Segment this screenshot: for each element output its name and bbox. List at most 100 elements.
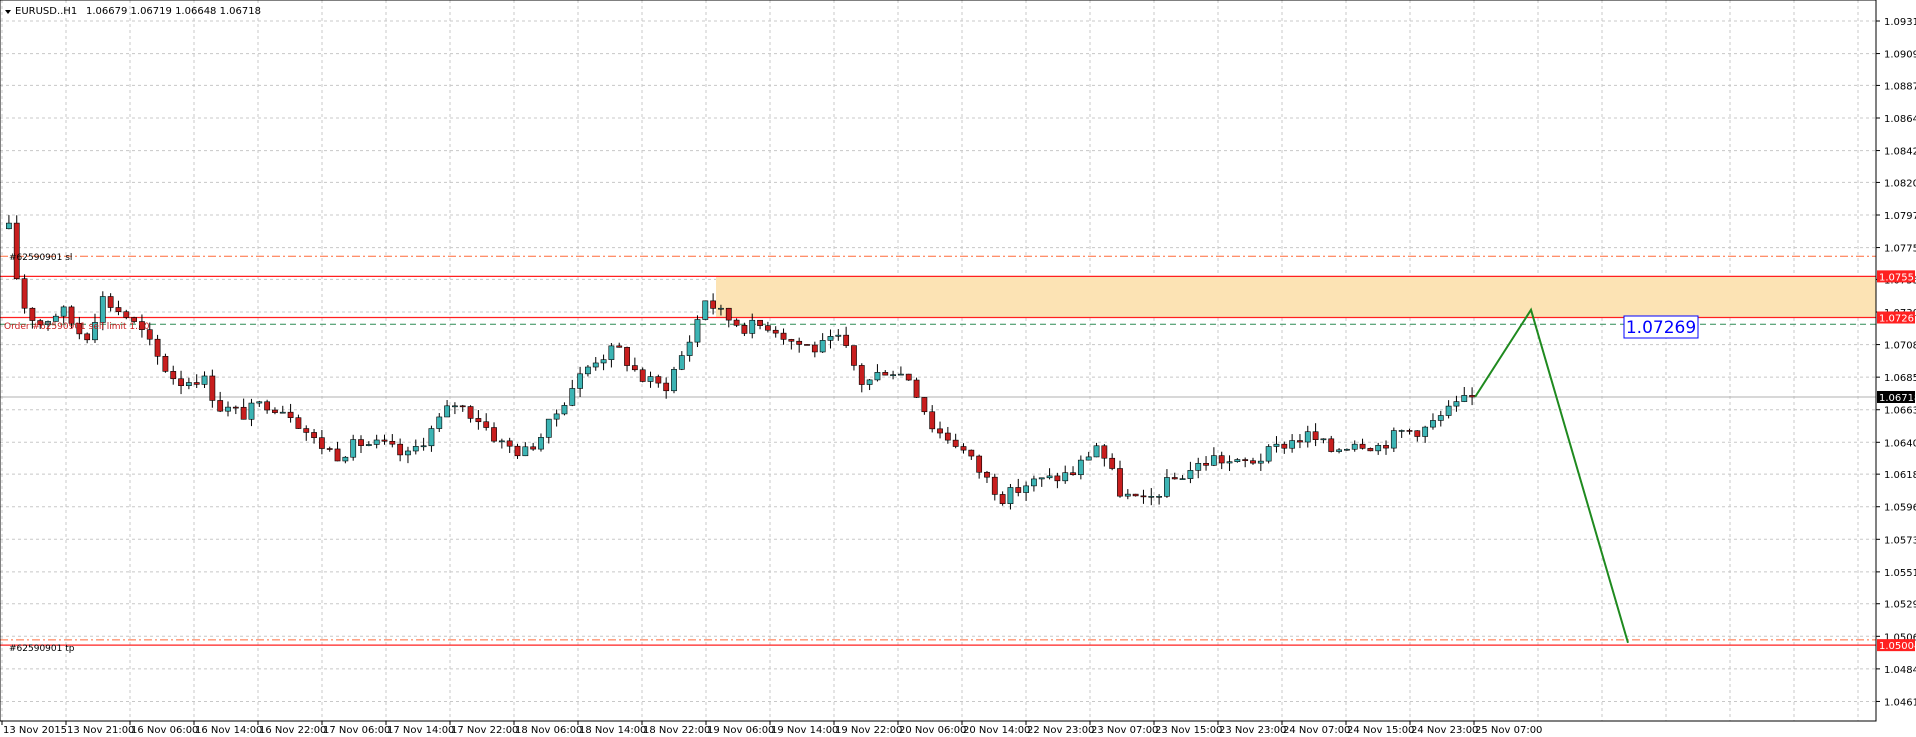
candle-body [577, 373, 583, 389]
candle-body [835, 334, 842, 337]
candle-body [1304, 431, 1311, 443]
candle-body [68, 306, 75, 324]
y-tick-label: 1.08870 [1884, 81, 1916, 92]
candle-body [631, 365, 638, 371]
candle-body [45, 321, 51, 325]
candle-body [913, 379, 920, 398]
candle-body [585, 366, 591, 375]
candle-body [827, 336, 834, 341]
candle-body [811, 344, 818, 353]
candle-body [663, 382, 670, 392]
level-lines [0, 255, 1876, 646]
candle-body [397, 443, 404, 456]
candle-body [201, 375, 208, 385]
candle-body [185, 382, 192, 386]
candle-body [232, 406, 239, 409]
x-tick-label: 18 Nov 14:00 [579, 725, 646, 736]
tag-tp-level-bg [1877, 639, 1915, 652]
y-tick-label: 1.05290 [1884, 600, 1916, 611]
candle-body [389, 440, 396, 445]
x-tick-label: 20 Nov 14:00 [963, 725, 1030, 736]
candle-body [498, 440, 505, 443]
candle-body [608, 345, 615, 360]
candle-body [702, 300, 709, 320]
candle-body [874, 372, 881, 381]
y-tick-label: 1.06855 [1884, 373, 1916, 384]
candle-body [616, 345, 623, 348]
candle-body [694, 319, 701, 343]
candle-body [741, 325, 748, 334]
candle-body [1007, 487, 1014, 504]
candle-body [37, 320, 44, 325]
target-label-box [1623, 315, 1699, 339]
symbol-header: EURUSD..H1 1.06679 1.06719 1.06648 1.067… [5, 6, 261, 17]
y-tick-label: 1.05065 [1884, 632, 1916, 643]
candle-body [1062, 472, 1069, 482]
candle-body [545, 418, 552, 438]
candles [6, 215, 1475, 510]
candle-body [358, 439, 364, 446]
candle-body [1336, 449, 1342, 452]
candle-body [952, 439, 959, 447]
candle-body [13, 222, 20, 279]
y-tick-label: 1.07975 [1884, 211, 1916, 222]
chevron-down-icon[interactable] [5, 10, 11, 14]
y-tick-label: 1.09315 [1884, 17, 1916, 28]
candle-body [866, 379, 873, 385]
x-tick-label: 20 Nov 06:00 [899, 725, 966, 736]
projection-line [1474, 307, 1629, 644]
order-label: Order #62590901 sell limit 1.50 [4, 322, 150, 332]
candle-body [248, 402, 255, 420]
y-tick-label: 1.08420 [1884, 147, 1916, 158]
candle-body [1031, 478, 1037, 487]
candle-body [944, 432, 951, 441]
candle-body [1132, 493, 1139, 497]
candle-body [1164, 477, 1170, 497]
x-tick-label: 23 Nov 15:00 [1155, 725, 1222, 736]
candle-body [1398, 430, 1405, 432]
candle-body [1093, 445, 1100, 458]
candle-body [139, 321, 145, 330]
candle-body [350, 439, 357, 458]
candle-body [1414, 430, 1421, 437]
candle-body [569, 388, 576, 406]
candle-body [178, 378, 184, 386]
candle-body [647, 376, 654, 382]
candle-body [991, 476, 998, 495]
y-tick-label: 1.05735 [1884, 535, 1916, 546]
candle-body [115, 307, 122, 313]
candle-body [264, 401, 271, 411]
candle-body [780, 332, 787, 340]
y-tick-label: 1.09090 [1884, 50, 1916, 61]
candle-body [1281, 443, 1288, 449]
candle-body [1109, 457, 1116, 469]
candle-body [170, 371, 177, 380]
y-tick-label: 1.04615 [1884, 697, 1916, 708]
candle-body [1343, 448, 1350, 451]
candle-body [131, 317, 138, 322]
candle-body [92, 322, 98, 341]
candle-body [851, 345, 857, 366]
candle-body [772, 329, 779, 334]
candle-body [890, 374, 896, 376]
target-label-text: 1.07269 [1626, 318, 1696, 338]
candle-body [764, 325, 771, 331]
candle-body [561, 405, 568, 415]
candle-body [710, 300, 717, 309]
tag-current: 1.06718 [1879, 393, 1916, 404]
candle-body [1077, 459, 1084, 476]
tag-entry-level-bg [1877, 311, 1915, 324]
candle-body [1015, 487, 1022, 493]
x-tick-label: 19 Nov 14:00 [771, 725, 838, 736]
candle-body [303, 428, 310, 433]
tag-entry-level: 1.07267 [1879, 314, 1916, 325]
candle-body [1226, 461, 1233, 464]
candle-body [491, 427, 497, 442]
candle-body [937, 428, 943, 434]
candle-body [272, 409, 278, 413]
candle-body [522, 446, 529, 457]
